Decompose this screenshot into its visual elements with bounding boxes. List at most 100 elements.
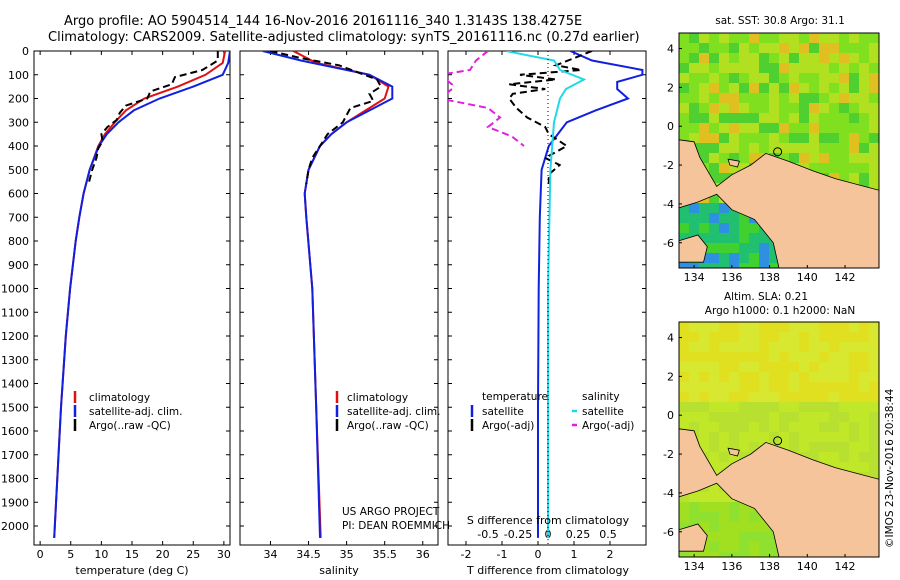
map-cell	[789, 352, 800, 363]
map-cell	[719, 93, 730, 104]
map-cell	[749, 73, 760, 84]
map-cell	[769, 402, 780, 413]
map-cell	[719, 422, 730, 433]
map-cell	[699, 332, 710, 343]
lat-tick-label: 2	[667, 81, 674, 94]
map-cell	[689, 362, 700, 373]
lon-tick-label: 140	[797, 560, 818, 573]
map-cell	[779, 153, 790, 164]
map-cell	[759, 113, 770, 124]
map-cell	[689, 402, 700, 413]
map-cell	[779, 382, 790, 393]
map-cell	[769, 352, 780, 363]
map-cell	[869, 322, 879, 333]
island	[727, 158, 740, 168]
difference-series-2	[505, 51, 587, 538]
map-cell	[739, 372, 750, 383]
sal-legend: climatology satellite-adj. clim. Argo(..…	[335, 391, 440, 432]
map-cell	[789, 342, 800, 353]
map-cell	[759, 402, 770, 413]
map-cell	[689, 382, 700, 393]
argo-position-marker	[773, 436, 783, 446]
map-cell	[749, 362, 760, 373]
depth-tick-label: 1100	[1, 306, 29, 319]
map-cell	[849, 83, 860, 94]
map-cell	[719, 253, 730, 264]
map-cell	[869, 173, 879, 184]
map-cell	[749, 243, 760, 254]
diff-panel-frame	[447, 50, 647, 546]
map-cell	[819, 43, 830, 54]
map-cell	[789, 392, 800, 403]
map-cell	[769, 263, 780, 268]
map-cell	[849, 392, 860, 403]
map-cell	[819, 372, 830, 383]
map-cell	[679, 93, 690, 104]
map-cell	[699, 362, 710, 373]
map-cell	[709, 452, 720, 463]
map-cell	[809, 63, 820, 74]
map-cell	[769, 103, 780, 114]
map-cell	[699, 412, 710, 423]
map-cell	[819, 392, 830, 403]
depth-tick-label: 0	[22, 45, 29, 58]
map-cell	[739, 83, 750, 94]
map-cell	[849, 362, 860, 373]
map-cell	[789, 143, 800, 154]
map-cell	[769, 362, 780, 373]
map-cell	[789, 123, 800, 134]
map-cell	[729, 452, 740, 463]
map-cell	[729, 512, 740, 523]
map-cell	[839, 322, 850, 333]
map-cell	[819, 83, 830, 94]
map-cell	[769, 83, 780, 94]
map-cell	[829, 73, 840, 84]
map-cell	[689, 213, 700, 224]
map-cell	[799, 412, 810, 423]
map-cell	[869, 392, 879, 403]
map-cell	[829, 342, 840, 353]
map-cell	[699, 352, 710, 363]
map-cell	[699, 123, 710, 134]
lon-tick-label: 140	[797, 271, 818, 284]
map-cell	[819, 412, 830, 423]
map-cell	[839, 83, 850, 94]
lat-tick-label: -6	[663, 237, 674, 250]
map-cell	[779, 83, 790, 94]
map-cell	[779, 412, 790, 423]
pi-label: PI: DEAN ROEMMICH	[342, 520, 450, 532]
map-cell	[689, 322, 700, 333]
lat-tick-label: -2	[663, 448, 674, 461]
temp-panel-frame	[33, 50, 231, 546]
map-cell	[689, 342, 700, 353]
map-cell	[719, 342, 730, 353]
map-cell	[859, 352, 870, 363]
map-cell	[859, 402, 870, 413]
s-tick-label: 0.25	[566, 528, 591, 541]
island	[727, 447, 740, 457]
map-cell	[829, 452, 840, 463]
map-cell	[779, 73, 790, 84]
map-cell	[719, 382, 730, 393]
map-cell	[799, 382, 810, 393]
temp-xlabel: temperature (deg C)	[75, 564, 188, 577]
map-cell	[709, 143, 720, 154]
map-cell	[829, 332, 840, 343]
map-cell	[689, 502, 700, 513]
map-cell	[779, 442, 790, 453]
map-cell	[709, 93, 720, 104]
map-cell	[819, 143, 830, 154]
map-cell	[719, 133, 730, 144]
map-cell	[699, 153, 710, 164]
map-cell	[699, 53, 710, 64]
map-cell	[829, 103, 840, 114]
map-cell	[849, 33, 860, 44]
x-tick-label: 0	[37, 548, 44, 561]
map-cell	[709, 223, 720, 234]
map-cell	[739, 542, 750, 553]
map-cell	[689, 93, 700, 104]
map-cell	[699, 83, 710, 94]
map-cell	[759, 73, 770, 84]
map-cell	[799, 332, 810, 343]
map-cell	[829, 93, 840, 104]
